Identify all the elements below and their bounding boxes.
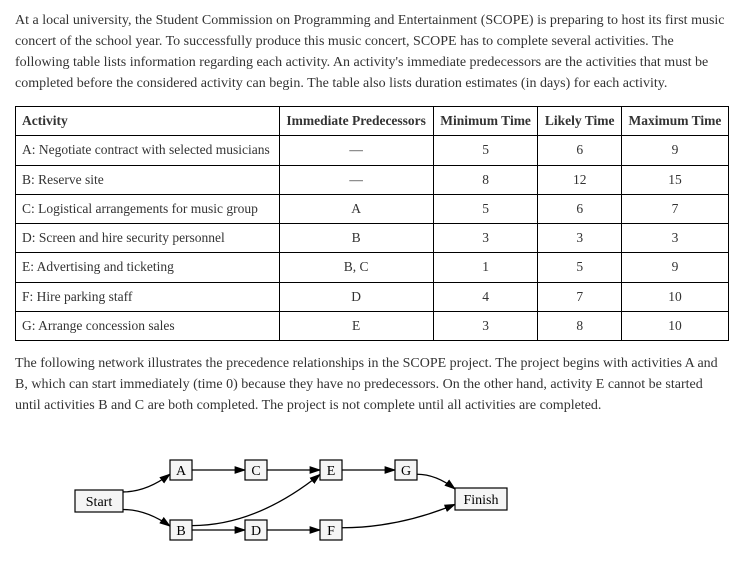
- cell-activity: F: Hire parking staff: [16, 282, 280, 311]
- svg-text:Finish: Finish: [463, 493, 498, 508]
- cell-pred: A: [279, 194, 433, 223]
- svg-text:C: C: [251, 464, 260, 479]
- node-D: D: [245, 520, 267, 540]
- svg-text:F: F: [327, 524, 335, 539]
- node-E: E: [320, 460, 342, 480]
- cell-likely: 12: [538, 165, 622, 194]
- cell-max: 9: [621, 136, 728, 165]
- table-row: E: Advertising and ticketingB, C159: [16, 253, 729, 282]
- cell-activity: A: Negotiate contract with selected musi…: [16, 136, 280, 165]
- cell-activity: C: Logistical arrangements for music gro…: [16, 194, 280, 223]
- cell-max: 15: [621, 165, 728, 194]
- cell-activity: D: Screen and hire security personnel: [16, 224, 280, 253]
- col-activity: Activity: [16, 107, 280, 136]
- cell-max: 7: [621, 194, 728, 223]
- cell-pred: D: [279, 282, 433, 311]
- edge-start-A: [123, 474, 170, 492]
- svg-text:Start: Start: [86, 495, 113, 510]
- node-A: A: [170, 460, 192, 480]
- node-start: Start: [75, 490, 123, 512]
- table-row: F: Hire parking staffD4710: [16, 282, 729, 311]
- table-header-row: Activity Immediate Predecessors Minimum …: [16, 107, 729, 136]
- node-B: B: [170, 520, 192, 540]
- cell-min: 1: [433, 253, 538, 282]
- node-F: F: [320, 520, 342, 540]
- node-G: G: [395, 460, 417, 480]
- cell-min: 5: [433, 194, 538, 223]
- cell-likely: 7: [538, 282, 622, 311]
- activities-table: Activity Immediate Predecessors Minimum …: [15, 106, 729, 341]
- cell-likely: 5: [538, 253, 622, 282]
- cell-likely: 6: [538, 136, 622, 165]
- intro-paragraph: At a local university, the Student Commi…: [15, 10, 729, 94]
- network-diagram: Start A B C D E F G Finish: [15, 430, 729, 572]
- cell-pred: —: [279, 165, 433, 194]
- edge-B-E: [192, 474, 320, 525]
- cell-likely: 6: [538, 194, 622, 223]
- table-row: A: Negotiate contract with selected musi…: [16, 136, 729, 165]
- svg-text:G: G: [401, 464, 411, 479]
- col-likely: Likely Time: [538, 107, 622, 136]
- cell-likely: 3: [538, 224, 622, 253]
- cell-activity: B: Reserve site: [16, 165, 280, 194]
- cell-max: 10: [621, 311, 728, 340]
- svg-text:E: E: [327, 464, 336, 479]
- col-max: Maximum Time: [621, 107, 728, 136]
- cell-pred: B: [279, 224, 433, 253]
- cell-min: 3: [433, 224, 538, 253]
- svg-text:B: B: [176, 524, 185, 539]
- network-svg: Start A B C D E F G Finish: [45, 440, 545, 555]
- cell-pred: B, C: [279, 253, 433, 282]
- edge-G-finish: [417, 474, 455, 489]
- table-row: C: Logistical arrangements for music gro…: [16, 194, 729, 223]
- svg-text:A: A: [176, 464, 187, 479]
- cell-min: 8: [433, 165, 538, 194]
- node-C: C: [245, 460, 267, 480]
- table-row: D: Screen and hire security personnelB33…: [16, 224, 729, 253]
- cell-max: 3: [621, 224, 728, 253]
- cell-min: 5: [433, 136, 538, 165]
- cell-min: 4: [433, 282, 538, 311]
- col-min: Minimum Time: [433, 107, 538, 136]
- table-row: B: Reserve site—81215: [16, 165, 729, 194]
- col-predecessors: Immediate Predecessors: [279, 107, 433, 136]
- cell-max: 10: [621, 282, 728, 311]
- node-finish: Finish: [455, 488, 507, 510]
- svg-text:D: D: [251, 524, 261, 539]
- cell-pred: —: [279, 136, 433, 165]
- cell-max: 9: [621, 253, 728, 282]
- edge-start-B: [123, 509, 170, 526]
- cell-min: 3: [433, 311, 538, 340]
- table-row: G: Arrange concession salesE3810: [16, 311, 729, 340]
- cell-activity: E: Advertising and ticketing: [16, 253, 280, 282]
- cell-likely: 8: [538, 311, 622, 340]
- edge-F-finish: [342, 504, 455, 527]
- cell-activity: G: Arrange concession sales: [16, 311, 280, 340]
- cell-pred: E: [279, 311, 433, 340]
- post-paragraph: The following network illustrates the pr…: [15, 353, 729, 416]
